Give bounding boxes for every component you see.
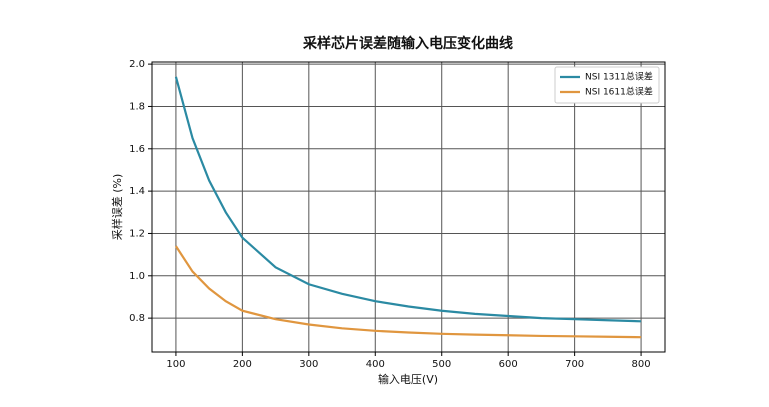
- legend-box: [554, 66, 660, 104]
- legend: NSI 1311总误差 NSI 1611总误差: [554, 66, 660, 104]
- x-tick-label: 600: [499, 359, 518, 370]
- y-tick-label: 2.0: [129, 59, 145, 70]
- series-line: [174, 76, 642, 323]
- y-axis-label: 采样误差 (%): [110, 174, 124, 241]
- series-line: [175, 245, 642, 339]
- legend-label: NSI 1611总误差: [585, 86, 653, 98]
- chart-title: 采样芯片误差随输入电压变化曲线: [302, 35, 513, 52]
- x-tick-label: 400: [366, 359, 385, 370]
- x-tick-label: 200: [233, 359, 252, 370]
- y-tick-label: 1.0: [129, 271, 145, 282]
- x-tick-label: 700: [565, 359, 584, 370]
- x-tick-label: 100: [166, 359, 185, 370]
- x-tick-label: 800: [632, 359, 651, 370]
- x-tick-label: 500: [432, 359, 451, 370]
- x-tick-label: 300: [299, 359, 318, 370]
- legend-label: NSI 1311总误差: [585, 71, 653, 83]
- y-tick-label: 1.4: [129, 186, 145, 197]
- y-tick-label: 1.8: [129, 101, 145, 112]
- plot-frame: [151, 61, 666, 353]
- x-axis-label: 输入电压(V): [378, 372, 438, 386]
- y-tick-label: 1.2: [129, 228, 145, 239]
- y-tick-label: 0.8: [129, 313, 145, 324]
- y-tick-label: 1.6: [129, 144, 145, 155]
